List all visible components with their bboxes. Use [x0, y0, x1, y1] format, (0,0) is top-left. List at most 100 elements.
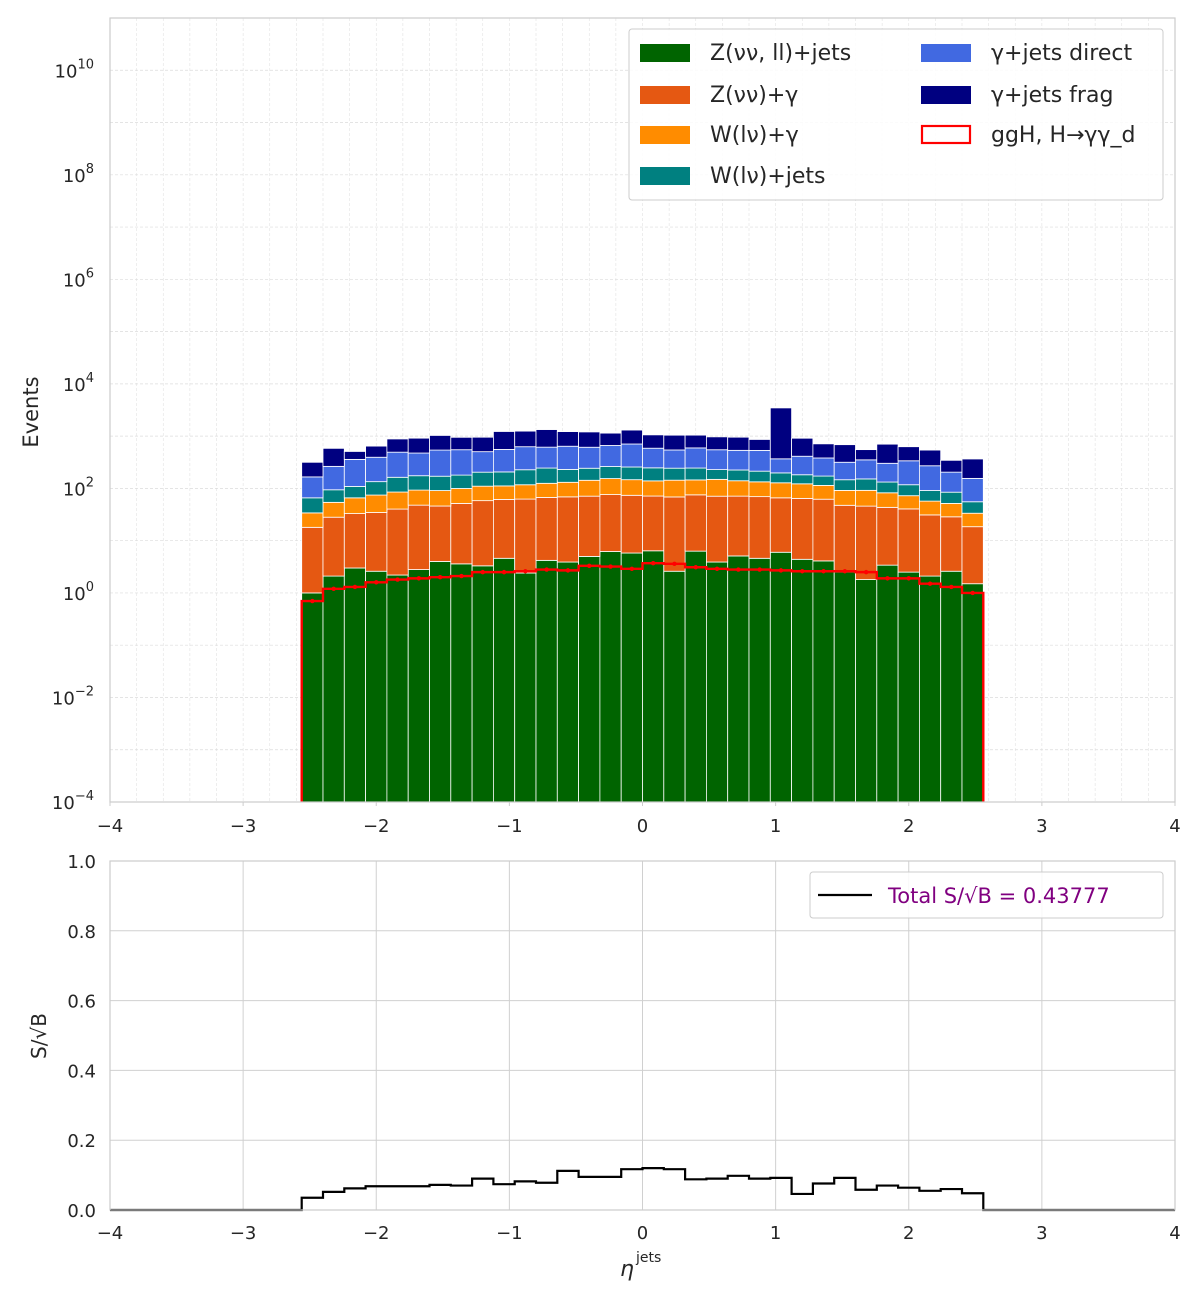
bar-jets-frag: [855, 449, 878, 461]
bottom-legend: Total S/√B = 0.43777: [809, 871, 1164, 919]
bar-w-l: [365, 494, 388, 513]
top-y-tick-label: 1010: [55, 57, 94, 82]
bar-z: [876, 506, 899, 566]
bar-jets-frag: [535, 429, 558, 448]
bar-z-ll-jets: [684, 550, 707, 803]
bar-z-ll-jets: [642, 550, 665, 803]
top-y-tick-exponent: 6: [86, 266, 94, 281]
signal-point: [949, 584, 954, 590]
top-y-tick-exponent: 10: [77, 57, 94, 72]
top-y-tick-label: 10−2: [52, 684, 94, 709]
bar-z-ll-jets: [812, 560, 835, 803]
top-x-tick-label: 1: [770, 816, 781, 837]
legend-label: W(lν)+γ: [710, 123, 799, 148]
stacked-bars: [301, 407, 984, 803]
top-legend-box: [628, 28, 1164, 201]
legend-swatch: [920, 124, 972, 145]
bar-jets-direct: [684, 447, 707, 469]
bar-z: [301, 526, 324, 594]
bar-z-ll-jets: [322, 575, 345, 803]
bar-z-ll-jets: [769, 551, 792, 803]
bar-z: [727, 495, 750, 557]
bar-w-l: [791, 483, 814, 499]
bar-z: [556, 496, 579, 563]
bar-jets-frag: [450, 436, 473, 451]
top-y-tick-label: 104: [63, 371, 94, 396]
bar-w-l: [855, 489, 878, 507]
bar-w-l: [407, 489, 430, 506]
bar-z-ll-jets: [471, 565, 494, 803]
bar-jets-direct: [535, 446, 558, 469]
legend-label: γ+jets frag: [991, 83, 1113, 108]
bar-z-ll-jets: [876, 564, 899, 803]
bar-z-ll-jets: [514, 572, 537, 803]
bar-z: [471, 500, 494, 567]
bar-z-ll-jets: [535, 559, 558, 803]
bar-w-l-jets: [343, 486, 366, 499]
bar-w-l: [961, 512, 984, 528]
bar-z-ll-jets: [855, 579, 878, 803]
bar-jets-direct: [642, 447, 665, 469]
bar-jets-frag: [791, 437, 814, 457]
signal-point: [416, 576, 422, 581]
legend-item-w-l-jets: W(lν)+jets: [640, 164, 826, 189]
signal-point: [310, 598, 315, 604]
bottom-x-tick-label: 3: [1036, 1223, 1047, 1244]
bar-w-l-jets: [492, 471, 516, 487]
bar-w-l: [535, 482, 558, 498]
bar-jets-direct: [919, 465, 942, 491]
bar-jets-frag: [620, 429, 643, 445]
legend-label: Z(νν)+γ: [710, 83, 798, 108]
bar-jets-frag: [599, 432, 622, 446]
bar-z-ll-jets: [365, 570, 388, 803]
signal-point: [863, 569, 869, 575]
bar-z-ll-jets: [492, 557, 516, 803]
signal-point: [650, 561, 656, 566]
signal-point: [629, 566, 635, 571]
bar-jets-direct: [855, 459, 878, 480]
ssb-step-line: [110, 1167, 1175, 1212]
bar-w-l-jets: [876, 481, 899, 494]
top-y-tick-label: 106: [63, 266, 94, 291]
bar-w-l: [663, 479, 686, 498]
bar-z-ll-jets: [343, 567, 366, 803]
bar-w-l-jets: [599, 466, 622, 479]
bottom-y-tick-label: 1.0: [67, 852, 96, 873]
legend-swatch: [640, 167, 690, 185]
bar-z-ll-jets: [386, 574, 409, 803]
bar-w-l: [599, 478, 622, 495]
bottom-x-tick-label: −3: [230, 1223, 257, 1244]
bar-z-ll-jets: [940, 570, 963, 803]
bar-w-l: [556, 481, 579, 498]
signal-point: [842, 569, 848, 574]
bar-w-l-jets: [769, 472, 792, 484]
signal-point: [885, 576, 890, 581]
bar-z: [812, 498, 835, 562]
top-y-tick-exponent: −2: [75, 684, 94, 699]
bottom-x-tick-label: 2: [903, 1223, 914, 1244]
top-y-tick-base: 10: [63, 584, 86, 605]
legend-item-jets-direct: γ+jets direct: [921, 41, 1132, 66]
bar-jets-direct: [556, 445, 579, 470]
bar-w-l-jets: [642, 467, 665, 482]
signal-point: [331, 586, 336, 591]
bar-z: [833, 504, 856, 573]
bar-z: [407, 504, 430, 570]
bar-w-l-jets: [407, 475, 430, 491]
bar-jets-direct: [386, 451, 409, 478]
signal-point: [714, 566, 720, 571]
bar-w-l: [940, 503, 963, 518]
signal-point: [544, 567, 549, 572]
bar-w-l-jets: [301, 497, 324, 514]
bottom-x-axis-label-superscript: jets: [635, 1250, 661, 1266]
bar-w-l: [727, 480, 750, 497]
bar-z-ll-jets: [450, 563, 473, 803]
bar-jets-frag: [386, 438, 409, 453]
bar-z: [684, 494, 707, 552]
top-y-tick-label: 100: [63, 580, 94, 605]
bar-jets-direct: [706, 449, 729, 471]
bar-z: [599, 494, 622, 552]
legend-item-z-ll-jets: Z(νν, ll)+jets: [640, 41, 851, 66]
top-y-tick-exponent: 2: [86, 475, 94, 490]
